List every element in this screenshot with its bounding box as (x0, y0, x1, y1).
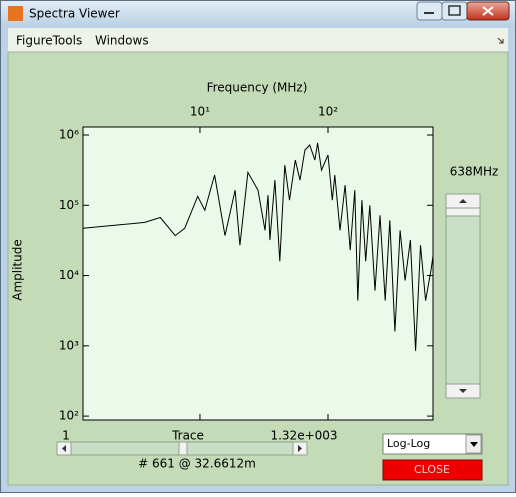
arrow-icon (459, 199, 467, 203)
plot: 10² 10³ 10⁴ 10⁵ 10⁶ 10¹ 10² (59, 105, 434, 423)
close-button-label: CLOSE (414, 463, 450, 476)
maximize-icon (448, 5, 461, 16)
app-icon (8, 6, 23, 21)
menu-bar (8, 28, 508, 52)
menu-item[interactable]: Windows (95, 34, 149, 48)
minimize-button[interactable] (416, 1, 443, 21)
spectrum-line (82, 142, 434, 351)
arrow-icon (470, 442, 478, 447)
arrow-icon (459, 389, 467, 393)
scale-selected: Log-Log (387, 437, 430, 450)
window-title: Spectra Viewer (29, 7, 120, 21)
arrow-icon (298, 445, 302, 452)
y-tick-label: 10⁵ (59, 198, 79, 212)
arrow-icon (62, 445, 66, 452)
slider-thumb[interactable] (178, 441, 188, 456)
trace-status: # 661 @ 32.6612m (138, 457, 256, 471)
y-tick-label: 10⁴ (59, 268, 79, 282)
close-button[interactable] (382, 459, 483, 481)
plot-area (82, 126, 434, 421)
x-axis-label: Frequency (MHz) (207, 81, 308, 95)
x-tick-label: 10² (318, 105, 338, 119)
trace-max-label: 1.32e+003 (270, 429, 337, 443)
maximize-button[interactable] (441, 1, 468, 21)
y-tick-label: 10⁶ (59, 128, 79, 142)
minimize-icon (424, 12, 434, 14)
menu-item[interactable]: FigureTools (16, 34, 82, 48)
scale-dropdown[interactable] (382, 433, 483, 455)
y-axis-label: Amplitude (11, 239, 25, 301)
x-tick-label: 10¹ (190, 105, 210, 119)
slider-thumb[interactable] (445, 207, 481, 217)
close-icon (482, 6, 494, 16)
side-slider[interactable] (445, 193, 481, 399)
y-tick-label: 10³ (59, 338, 79, 352)
y-tick-label: 10² (59, 409, 79, 423)
dock-icon (497, 37, 504, 44)
trace-min-label: 1 (62, 429, 70, 443)
side-slider-label: 638MHz (450, 165, 499, 179)
trace-label: Trace (171, 429, 204, 443)
